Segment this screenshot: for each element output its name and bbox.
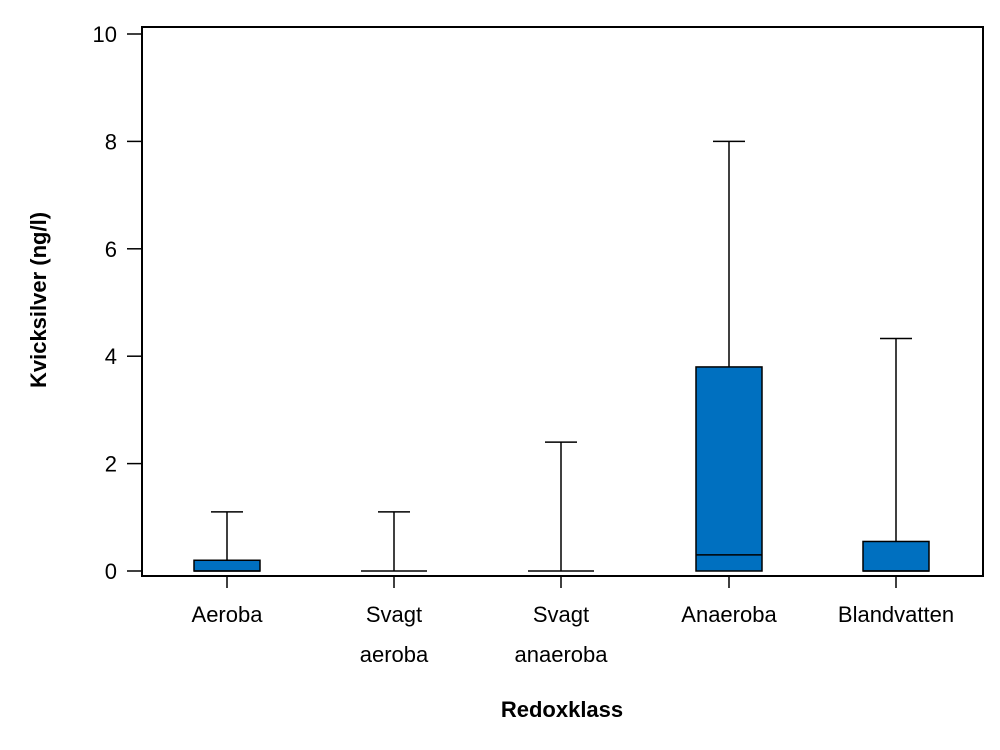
x-axis-title: Redoxklass bbox=[501, 697, 623, 722]
x-tick-label-3-0: Anaeroba bbox=[681, 602, 777, 627]
y-tick-label-5: 10 bbox=[93, 22, 117, 47]
x-tick-label-4-0: Blandvatten bbox=[838, 602, 954, 627]
x-tick-label-2-1: anaeroba bbox=[515, 642, 609, 667]
y-tick-label-2: 4 bbox=[105, 344, 117, 369]
box-0 bbox=[193, 559, 261, 572]
y-tick-label-0: 0 bbox=[105, 559, 117, 584]
plot-frame bbox=[141, 26, 984, 577]
y-axis-title: Kvicksilver (ng/l) bbox=[26, 212, 51, 388]
y-tick-label-1: 2 bbox=[105, 452, 117, 477]
x-tick-label-1-1: aeroba bbox=[360, 642, 429, 667]
x-tick-label-1-0: Svagt bbox=[366, 602, 422, 627]
y-tick-label-4: 8 bbox=[105, 129, 117, 154]
box-4 bbox=[862, 540, 930, 572]
x-tick-label-2-0: Svagt bbox=[533, 602, 589, 627]
x-tick-label-0-0: Aeroba bbox=[192, 602, 264, 627]
y-tick-label-3: 6 bbox=[105, 237, 117, 262]
box-3 bbox=[695, 366, 763, 572]
